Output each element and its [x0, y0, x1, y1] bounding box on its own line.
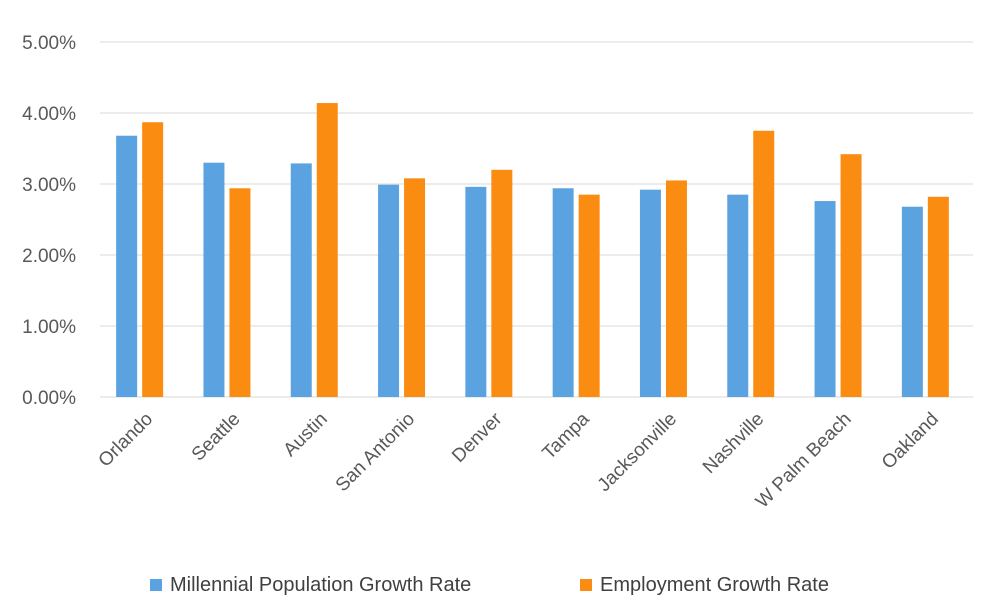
x-category-label: Austin: [280, 409, 332, 461]
legend-label: Employment Growth Rate: [600, 574, 829, 596]
y-axis-tick-labels: 0.00% 1.00% 2.00% 3.00% 4.00% 5.00%: [22, 33, 76, 409]
x-category-label: Oakland: [878, 409, 943, 474]
x-category-label: Denver: [448, 408, 507, 467]
y-tick-label: 5.00%: [22, 33, 76, 54]
y-tick-label: 2.00%: [22, 246, 76, 267]
legend: Millennial Population Growth Rate Employm…: [150, 574, 829, 596]
bar-employment-tampa: [578, 194, 600, 397]
legend-swatch: [580, 579, 592, 591]
bar-millennial-nashville: [727, 194, 749, 397]
bar-millennial-denver: [465, 186, 487, 397]
bar-millennial-jacksonville: [639, 189, 661, 397]
x-category-label: Nashville: [699, 409, 768, 478]
x-category-label: Jacksonville: [594, 409, 681, 496]
bar-millennial-w-palm-beach: [814, 201, 836, 397]
bar-millennial-seattle: [203, 162, 225, 397]
bar-employment-w-palm-beach: [840, 154, 862, 397]
bar-millennial-austin: [290, 163, 312, 397]
y-tick-label: 3.00%: [22, 175, 76, 196]
bar-employment-oakland: [927, 196, 949, 397]
bar-millennial-tampa: [552, 188, 574, 397]
legend-label: Millennial Population Growth Rate: [170, 574, 471, 596]
x-category-label: Orlando: [95, 409, 158, 472]
y-tick-label: 0.00%: [22, 388, 76, 409]
bar-employment-orlando: [142, 122, 164, 397]
bar-millennial-oakland: [901, 206, 923, 397]
y-tick-label: 1.00%: [22, 317, 76, 338]
bar-millennial-san-antonio: [378, 184, 400, 397]
bar-employment-austin: [316, 103, 338, 397]
bar-millennial-orlando: [116, 135, 138, 397]
x-category-label: San Antonio: [332, 409, 419, 496]
bar-employment-san-antonio: [404, 178, 426, 397]
x-category-label: Tampa: [539, 408, 594, 463]
x-axis-category-labels: Orlando Seattle Austin San Antonio Denver Tam…: [95, 408, 943, 512]
bar-series: [116, 103, 949, 397]
bar-employment-jacksonville: [665, 180, 687, 397]
bar-employment-nashville: [753, 130, 775, 397]
y-tick-label: 4.00%: [22, 104, 76, 125]
bar-employment-denver: [491, 169, 513, 397]
legend-swatch: [150, 579, 162, 591]
x-category-label: Seattle: [188, 409, 245, 466]
bar-employment-seattle: [229, 188, 251, 397]
